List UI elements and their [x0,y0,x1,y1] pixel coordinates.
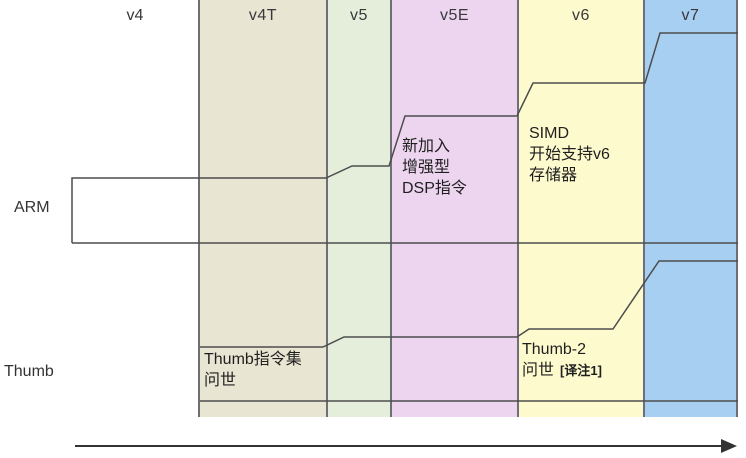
note-line: Thumb-2 [522,341,587,358]
note-line: SIMD [529,125,569,142]
note-text: 问世 [522,362,555,379]
note-v4t-thumb: Thumb指令集 问世 [204,349,302,391]
column-v7: v7 [643,0,738,417]
note-v6-simd: SIMD 开始支持v6 存储器 [529,123,610,186]
row-label-arm: ARM [14,199,50,216]
note-v5e-dsp: 新加入 增强型 DSP指令 [402,136,467,199]
column-v5E: v5E [390,0,517,417]
note-line: 存储器 [529,167,578,184]
translator-annotation: [译注1] [560,363,602,378]
column-label-v4: v4 [126,7,144,24]
note-line: Thumb指令集 [204,351,302,368]
column-label-v6: v6 [572,7,590,24]
row-label-thumb: Thumb [4,363,54,380]
note-line: DSP指令 [402,180,467,197]
note-line: 增强型 [402,159,451,176]
column-label-v5E: v5E [439,7,470,24]
column-v5: v5 [326,0,390,417]
column-label-v4T: v4T [248,7,278,24]
note-v6-thumb2: Thumb-2 问世 [译注1] [522,339,602,381]
column-label-v7: v7 [681,7,700,24]
note-line: 问世 [译注1] [522,360,602,381]
column-label-v5: v5 [350,7,368,24]
timeline-arrowhead-icon [721,439,737,453]
note-line: 开始支持v6 [529,146,610,163]
note-line: 新加入 [402,138,451,155]
note-line: 问世 [204,372,237,389]
